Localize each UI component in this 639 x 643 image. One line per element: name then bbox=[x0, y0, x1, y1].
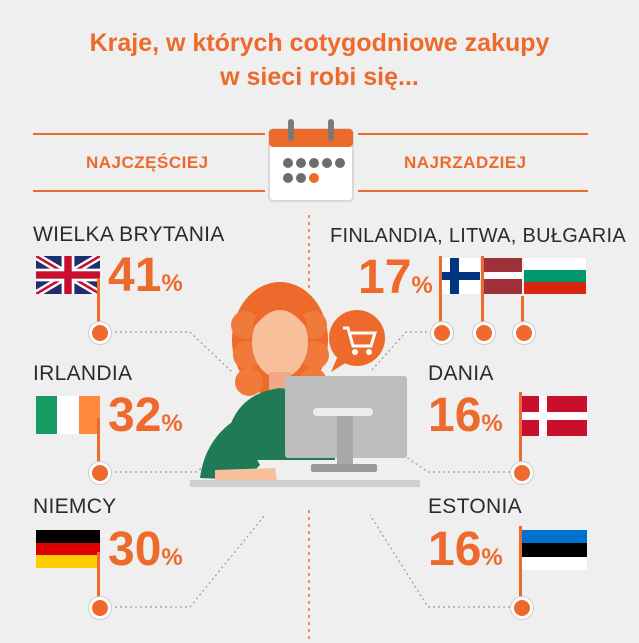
percent-value-fin-lit-bul: 17% bbox=[358, 254, 433, 310]
percent-value-uk: 41% bbox=[108, 252, 183, 308]
marker-line-germany bbox=[97, 552, 100, 602]
percent-value-denmark: 16% bbox=[428, 392, 503, 448]
marker-line-bulgaria bbox=[521, 296, 524, 328]
marker-dot-finland bbox=[431, 322, 453, 344]
percent-value-estonia: 16% bbox=[428, 526, 503, 582]
percent-sign: % bbox=[411, 272, 433, 299]
marker-line-uk bbox=[97, 278, 100, 328]
bulgaria-flag bbox=[524, 258, 586, 294]
marker-dot-bulgaria bbox=[513, 322, 535, 344]
percent-sign: % bbox=[481, 410, 503, 437]
germany-flag bbox=[36, 530, 100, 568]
percent-number-estonia: 16 bbox=[428, 523, 482, 576]
divider-top-right bbox=[358, 133, 588, 135]
country-label-germany: NIEMCY bbox=[33, 495, 117, 518]
country-label-estonia: ESTONIA bbox=[428, 495, 522, 518]
woman-at-computer-illustration bbox=[190, 282, 420, 487]
title-line-2: w sieci robi się... bbox=[220, 63, 419, 91]
marker-dot-ireland bbox=[89, 462, 111, 484]
uk-flag bbox=[36, 256, 100, 294]
percent-number-uk: 41 bbox=[108, 249, 162, 302]
denmark-flag bbox=[521, 396, 587, 436]
divider-bottom-right bbox=[358, 190, 588, 192]
percent-sign: % bbox=[161, 410, 183, 437]
title-line-1: Kraje, w których cotygodniowe zakupy bbox=[89, 29, 550, 57]
marker-line-ireland bbox=[97, 418, 100, 468]
infographic-title: Kraje, w których cotygodniowe zakupy w s… bbox=[0, 26, 639, 94]
percent-sign: % bbox=[161, 270, 183, 297]
percent-number-denmark: 16 bbox=[428, 389, 482, 442]
percent-number-germany: 30 bbox=[108, 523, 162, 576]
marker-dot-germany bbox=[89, 597, 111, 619]
country-label-uk: WIELKA BRYTANIA bbox=[33, 223, 225, 246]
header-most-frequent: NAJCZĘŚCIEJ bbox=[86, 153, 209, 172]
marker-dot-denmark bbox=[511, 462, 533, 484]
marker-dot-latvia bbox=[473, 322, 495, 344]
finland-flag bbox=[440, 258, 480, 294]
marker-line-finland bbox=[439, 256, 442, 328]
country-label-fin-lit-bul: FINLANDIA, LITWA, BUŁGARIA bbox=[330, 225, 627, 247]
finland-latvia-bulgaria-flags bbox=[440, 258, 586, 294]
header-least-frequent: NAJRZADZIEJ bbox=[404, 153, 527, 172]
marker-line-denmark bbox=[519, 392, 522, 468]
shopping-cart-icon bbox=[329, 310, 385, 372]
percent-sign: % bbox=[161, 544, 183, 571]
percent-number-ireland: 32 bbox=[108, 389, 162, 442]
latvia-flag bbox=[482, 258, 522, 294]
country-label-denmark: DANIA bbox=[428, 362, 494, 385]
marker-line-estonia bbox=[519, 526, 522, 602]
percent-number-fin-lit-bul: 17 bbox=[358, 251, 412, 304]
ireland-flag bbox=[36, 396, 100, 434]
marker-line-latvia bbox=[481, 256, 484, 328]
percent-value-ireland: 32% bbox=[108, 392, 183, 448]
estonia-flag bbox=[521, 530, 587, 570]
percent-sign: % bbox=[481, 544, 503, 571]
percent-value-germany: 30% bbox=[108, 526, 183, 582]
marker-dot-uk bbox=[89, 322, 111, 344]
calendar-icon bbox=[268, 119, 354, 202]
divider-top-left bbox=[33, 133, 265, 135]
marker-dot-estonia bbox=[511, 597, 533, 619]
divider-bottom-left bbox=[33, 190, 265, 192]
country-label-ireland: IRLANDIA bbox=[33, 362, 133, 385]
